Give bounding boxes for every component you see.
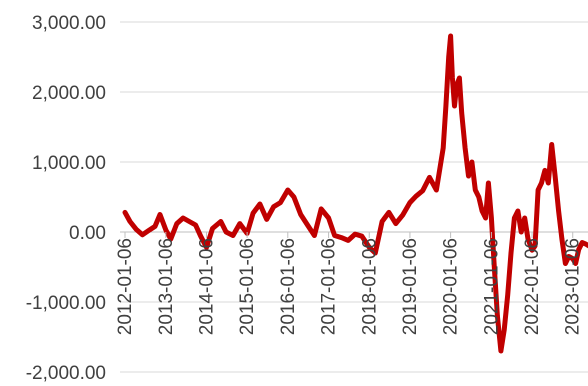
x-tick-label: 2019-01-06 bbox=[400, 238, 421, 335]
x-tick-label: 2015-01-06 bbox=[237, 238, 258, 335]
y-tick-label: 0.00 bbox=[69, 223, 106, 244]
x-tick-label: 2013-01-06 bbox=[156, 238, 177, 335]
gridlines bbox=[120, 21, 588, 373]
y-tick-label: -1,000.00 bbox=[26, 293, 106, 314]
series-layer bbox=[122, 33, 588, 354]
x-tick-label: 2016-01-06 bbox=[278, 238, 299, 335]
x-tick-label: 2020-01-06 bbox=[441, 238, 462, 335]
y-tick-label: 2,000.00 bbox=[32, 83, 106, 104]
y-tick-label: -2,000.00 bbox=[26, 363, 106, 384]
x-tick-label: 2014-01-06 bbox=[196, 238, 217, 335]
x-tick-label: 2018-01-06 bbox=[359, 238, 380, 335]
y-tick-label: 1,000.00 bbox=[32, 153, 106, 174]
x-tick-label: 2023-01-06 bbox=[563, 238, 584, 335]
y-axis-tick-labels: 3,000.00 2,000.00 1,000.00 0.00 -1,000.00 -2,… bbox=[26, 13, 106, 384]
series-line bbox=[122, 33, 588, 354]
x-tick-label: 2022-01-06 bbox=[522, 238, 543, 335]
y-tick-label: 3,000.00 bbox=[32, 13, 106, 34]
x-tick-label: 2017-01-06 bbox=[319, 238, 340, 335]
x-axis-tick-labels: 2012-01-06 2013-01-06 2014-01-06 2015-01-06… bbox=[115, 232, 584, 335]
x-tick-label: 2021-01-06 bbox=[481, 238, 502, 335]
x-tick-label: 2012-01-06 bbox=[115, 238, 136, 335]
